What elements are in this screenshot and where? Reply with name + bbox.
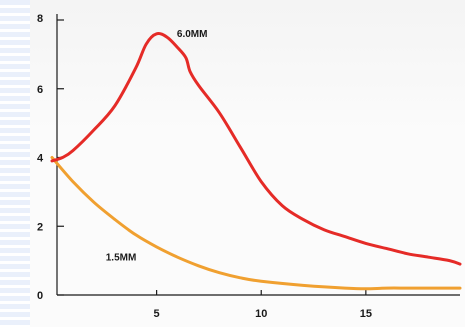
x-tick-label-2: 15 <box>360 308 372 320</box>
y-tick-label-4: 8 <box>37 13 43 25</box>
axes <box>56 14 460 296</box>
series-annotations: 6.0MM 1.5MM <box>106 29 208 263</box>
y-tick-label-2: 4 <box>37 153 44 165</box>
decorative-side-strip <box>0 0 30 327</box>
y-tick-label-1: 2 <box>37 221 43 233</box>
series-lines <box>50 32 462 291</box>
y-tick-label-3: 6 <box>37 84 43 96</box>
series-line-1-5mm <box>50 156 462 291</box>
series-label-0: 6.0MM <box>177 29 208 40</box>
series-line-6-0mm <box>50 32 462 266</box>
y-tick-label-0: 0 <box>37 290 43 302</box>
series-label-1: 1.5MM <box>106 253 137 264</box>
x-tick-label-0: 5 <box>154 308 160 320</box>
plot-background <box>30 0 465 327</box>
x-tick-label-1: 10 <box>255 308 267 320</box>
ticks: 0 2 4 6 8 5 10 15 <box>37 13 372 320</box>
